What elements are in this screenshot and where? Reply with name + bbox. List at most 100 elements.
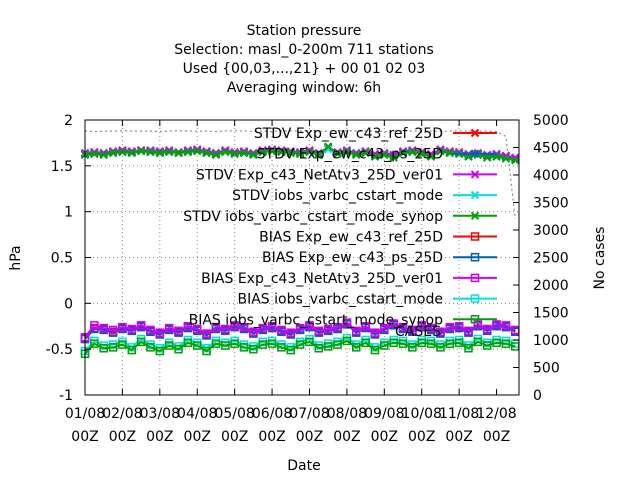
data-point bbox=[99, 344, 108, 353]
data-point bbox=[136, 321, 146, 330]
x-tick-label: 00Z bbox=[371, 429, 398, 445]
data-point bbox=[482, 341, 492, 350]
data-point bbox=[230, 339, 239, 348]
data-point bbox=[211, 150, 221, 160]
data-point bbox=[380, 341, 389, 350]
data-point bbox=[482, 324, 492, 334]
legend-label: STDV Exp_ew_c43_ref_25D bbox=[254, 126, 443, 142]
data-point bbox=[146, 325, 155, 335]
data-point bbox=[501, 339, 511, 348]
x-axis-label: Date bbox=[287, 458, 320, 474]
data-point bbox=[361, 148, 370, 158]
data-point bbox=[90, 339, 99, 348]
data-point bbox=[389, 153, 398, 162]
data-point bbox=[249, 150, 258, 160]
data-point bbox=[370, 152, 380, 161]
data-point bbox=[408, 147, 417, 157]
data-point bbox=[295, 340, 305, 349]
data-point bbox=[155, 148, 165, 158]
legend-marker bbox=[470, 294, 480, 303]
data-point bbox=[193, 146, 202, 156]
data-point bbox=[192, 341, 202, 350]
y-tick-label: -0.5 bbox=[46, 342, 73, 358]
data-point bbox=[361, 338, 370, 347]
x-tick-label: 00Z bbox=[221, 429, 248, 445]
data-point bbox=[230, 321, 239, 330]
data-point bbox=[136, 146, 146, 156]
legend-marker bbox=[470, 190, 480, 200]
x-tick-label: 11/08 bbox=[439, 406, 479, 422]
cases-label: CASES bbox=[395, 324, 441, 340]
series bbox=[80, 142, 520, 165]
data-point bbox=[454, 322, 464, 331]
data-point bbox=[267, 322, 277, 331]
data-point bbox=[164, 147, 174, 157]
data-point bbox=[127, 324, 137, 334]
legend-label: BIAS iobs_varbc_cstart_mode_synop bbox=[189, 312, 444, 328]
data-point bbox=[211, 322, 221, 332]
data-point bbox=[314, 344, 324, 353]
cases-series bbox=[84, 130, 516, 220]
data-point bbox=[221, 341, 230, 350]
legend-label: STDV Exp_c43_NetAtv3_25D_ver01 bbox=[196, 167, 443, 183]
data-point bbox=[352, 326, 361, 336]
data-point bbox=[108, 325, 118, 335]
y2-tick-label: 1000 bbox=[533, 333, 569, 349]
data-point bbox=[342, 336, 352, 346]
data-point bbox=[333, 322, 342, 332]
axes: 01/0800Z02/0800Z03/0800Z04/0800Z05/0800Z… bbox=[46, 113, 569, 445]
series bbox=[80, 336, 520, 358]
data-point bbox=[408, 325, 417, 335]
data-point bbox=[398, 322, 408, 332]
data-point bbox=[183, 322, 193, 331]
data-point bbox=[239, 322, 249, 332]
legend-marker bbox=[470, 252, 480, 262]
data-point bbox=[473, 337, 483, 347]
y2-axis-label: No cases bbox=[592, 227, 608, 290]
data-point bbox=[323, 145, 333, 154]
data-point bbox=[454, 338, 464, 347]
data-point bbox=[389, 319, 398, 328]
data-point bbox=[239, 343, 249, 352]
data-point bbox=[183, 338, 193, 347]
y2-tick-label: 2000 bbox=[533, 278, 569, 294]
data-point bbox=[202, 148, 211, 158]
data-point bbox=[202, 346, 211, 356]
data-point bbox=[221, 324, 230, 334]
legend-marker bbox=[470, 128, 480, 138]
data-point bbox=[118, 340, 127, 349]
data-point bbox=[361, 322, 370, 331]
data-point bbox=[155, 328, 165, 337]
data-point bbox=[239, 148, 249, 158]
data-point bbox=[436, 146, 445, 156]
title-line: Used {00,03,...,21} + 00 01 02 03 bbox=[183, 61, 426, 77]
data-point bbox=[426, 323, 436, 333]
data-point bbox=[286, 328, 296, 337]
data-point bbox=[314, 148, 324, 158]
data-point bbox=[323, 324, 333, 334]
data-point bbox=[352, 150, 361, 160]
data-point bbox=[146, 343, 155, 352]
y2-tick-label: 0 bbox=[533, 388, 542, 404]
legend-label: BIAS Exp_ew_c43_ps_25D bbox=[262, 250, 443, 266]
data-point bbox=[398, 148, 408, 158]
data-point bbox=[314, 150, 324, 160]
series bbox=[80, 318, 520, 342]
data-point bbox=[249, 327, 258, 336]
data-point bbox=[333, 149, 342, 159]
data-point bbox=[445, 322, 455, 332]
data-point bbox=[108, 148, 118, 158]
series-layer bbox=[80, 142, 520, 358]
y2-tick-label: 500 bbox=[533, 361, 560, 377]
y2-tick-label: 2500 bbox=[533, 251, 569, 267]
legend-label: BIAS iobs_varbc_cstart_mode bbox=[238, 292, 444, 308]
legend-marker bbox=[470, 170, 480, 179]
x-tick-label: 00Z bbox=[445, 429, 472, 445]
title-line: Selection: masl_0-200m 711 stations bbox=[174, 42, 434, 58]
data-point bbox=[398, 339, 408, 348]
legend-marker bbox=[470, 149, 480, 158]
x-tick-label: 02/08 bbox=[102, 406, 142, 422]
x-tick-label: 00Z bbox=[408, 429, 435, 445]
data-point bbox=[436, 343, 445, 352]
x-tick-label: 06/08 bbox=[252, 406, 292, 422]
